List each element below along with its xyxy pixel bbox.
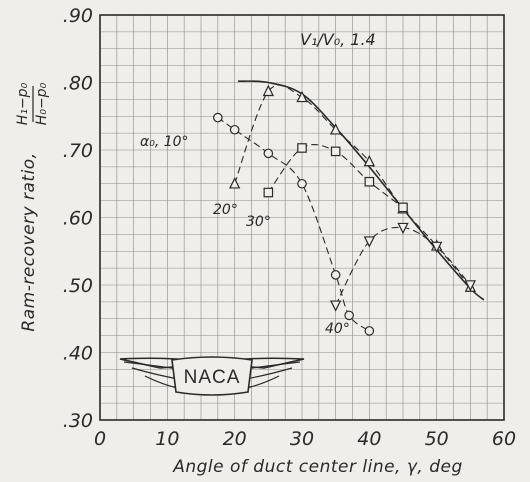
marker-triangle-down [363,236,376,248]
annotation-40-deg: 40° [325,321,350,337]
marker-circle [344,310,354,321]
marker-circle [364,326,375,336]
marker-triangle-down [430,241,443,254]
x-tick-label: 0 [94,428,106,450]
marker-triangle-up [262,84,275,97]
marker-square [330,146,341,157]
y-tick-label: .70 [63,140,93,162]
y-tick-label: .90 [63,5,93,27]
y-axis-fraction-numerator: H₁−p₀ [15,82,31,125]
marker-triangle-up [296,90,308,103]
marker-square [398,202,408,213]
y-axis-title-group: Ram-recovery ratio, H₁−p₀ H₀−p₀ [15,82,50,331]
naca-logo: NACA [119,356,305,396]
x-tick-label: 20 [223,428,247,450]
naca-logo-text: NACA [184,367,241,388]
plot-frame [99,14,505,421]
velocity-ratio-label: V₁/V₀, 1.4 [300,30,376,49]
marker-square [297,143,307,153]
marker-circle [330,270,341,280]
marker-circle [213,112,223,123]
x-tick-label: 50 [425,428,449,450]
marker-circle [263,148,274,159]
annotation-30-deg: 30° [246,214,271,230]
axes [99,14,505,421]
marker-circle [297,178,307,189]
envelope-curve [237,80,485,301]
y-tick-label: .60 [63,208,93,230]
series-line-1 [234,84,471,288]
x-tick-label: 40 [357,428,381,450]
y-tick-label: .50 [63,275,93,297]
y-axis-fraction-denominator: H₀−p₀ [34,82,50,125]
x-tick-label: 30 [290,428,314,450]
annotation-20-deg: 20° [213,202,238,218]
envelope-line [237,80,485,301]
x-tick-label: 60 [492,428,516,450]
marker-triangle-down [397,222,409,235]
annotation-alpha-10: α₀, 10° [140,134,189,150]
marker-square [364,176,375,187]
marker-triangle-up [363,154,376,167]
x-tick-label: 10 [155,428,179,450]
marker-square [263,187,274,198]
y-tick-label: .30 [63,410,93,432]
y-tick-label: .80 [63,73,93,95]
y-axis-title: Ram-recovery ratio, [19,152,39,331]
series-markers [213,84,477,336]
x-axis-title: Angle of duct center line, γ, deg [172,457,463,477]
y-tick-label: .40 [63,343,93,365]
marker-triangle-up [329,123,342,135]
marker-circle [229,124,240,135]
marker-triangle-down [464,280,477,292]
marker-triangle-up [228,177,241,189]
tick-labels: 0 10 20 30 40 50 60 .30 .40 .50 .60 .70 .80 .90 [63,5,516,450]
marker-triangle-down [329,300,342,312]
